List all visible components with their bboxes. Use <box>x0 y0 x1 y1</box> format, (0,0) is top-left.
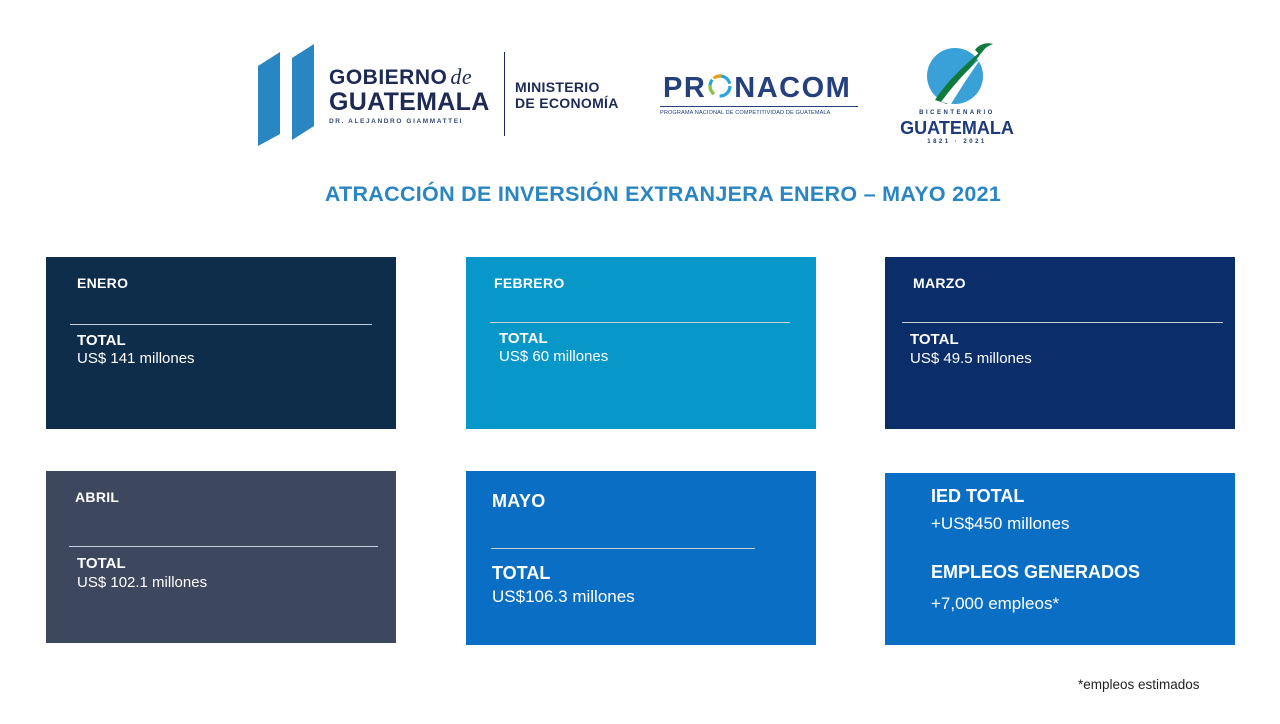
card-enero: ENERO TOTAL US$ 141 millones <box>46 257 396 429</box>
card-total-value: US$ 60 millones <box>499 348 609 365</box>
ministerio-line2: DE ECONOMÍA <box>515 95 619 111</box>
card-total-value: US$ 102.1 millones <box>77 574 208 591</box>
ministerio-logo-text: MINISTERIO DE ECONOMÍA <box>515 79 619 111</box>
card-febrero: FEBRERO TOTAL US$ 60 millones <box>466 257 816 429</box>
gobierno-word: GOBIERNO <box>329 66 448 89</box>
card-total-label: TOTAL <box>77 555 126 572</box>
ied-total-label: IED TOTAL <box>931 486 1025 506</box>
footnote: *empleos estimados <box>1078 677 1200 692</box>
card-total-value: US$106.3 millones <box>492 587 635 606</box>
card-divider <box>902 322 1223 323</box>
card-month-label: MAYO <box>492 491 546 511</box>
president-name: DR. ALEJANDRO GIAMMATTEI <box>329 118 464 125</box>
gobierno-pillars-icon <box>258 44 314 146</box>
gobierno-logo-text: GOBIERNO de GUATEMALA DR. ALEJANDRO GIAMM… <box>329 66 490 126</box>
card-total-label: TOTAL <box>910 331 959 348</box>
logo-divider <box>504 52 505 136</box>
card-month-label: ABRIL <box>75 489 120 505</box>
ied-total-value: +US$450 millones <box>931 514 1070 533</box>
pronacom-ring-icon <box>708 74 732 98</box>
card-divider <box>491 548 755 549</box>
guatemala-word: GUATEMALA <box>329 88 490 116</box>
bicentenario-top-text: BICENTENARIO <box>919 110 995 116</box>
bicentenario-years-text: 1821 · 2021 <box>927 139 987 145</box>
pronacom-logo: PR NACOM PROGRAMA NACIONAL DE COMPETITIV… <box>660 68 860 124</box>
empleos-label: EMPLEOS GENERADOS <box>931 562 1141 582</box>
empleos-value: +7,000 empleos* <box>931 594 1060 613</box>
bicentenario-logo: BICENTENARIO GUATEMALA 1821 · 2021 <box>895 42 1025 150</box>
card-total-label: TOTAL <box>492 563 551 583</box>
card-month-label: MARZO <box>913 275 966 291</box>
pronacom-subtitle: PROGRAMA NACIONAL DE COMPETITIVIDAD DE G… <box>660 110 831 116</box>
bicentenario-quetzal-icon <box>927 43 993 104</box>
ministerio-line1: MINISTERIO <box>515 79 600 95</box>
card-month-label: ENERO <box>77 275 129 291</box>
card-abril: ABRIL TOTAL US$ 102.1 millones <box>46 471 396 643</box>
card-total-label: TOTAL <box>77 332 126 349</box>
gobierno-de-word: de <box>450 64 473 89</box>
card-mayo: MAYO TOTAL US$106.3 millones <box>466 471 816 645</box>
card-month-label: FEBRERO <box>494 275 565 291</box>
pronacom-underline <box>660 106 858 107</box>
card-total-label: TOTAL <box>499 330 548 347</box>
card-ied-total: IED TOTAL +US$450 millones EMPLEOS GENER… <box>885 473 1235 645</box>
pronacom-word-end: NACOM <box>734 72 852 104</box>
card-marzo: MARZO TOTAL US$ 49.5 millones <box>885 257 1235 429</box>
page-title: ATRACCIÓN DE INVERSIÓN EXTRANJERA ENERO … <box>324 182 1002 206</box>
card-total-value: US$ 141 millones <box>77 350 195 367</box>
card-divider <box>70 324 372 325</box>
card-divider <box>69 546 378 547</box>
bicentenario-main-text: GUATEMALA <box>900 118 1014 138</box>
card-divider <box>490 322 790 323</box>
card-total-value: US$ 49.5 millones <box>910 350 1032 367</box>
pronacom-word-start: PR <box>663 72 707 104</box>
